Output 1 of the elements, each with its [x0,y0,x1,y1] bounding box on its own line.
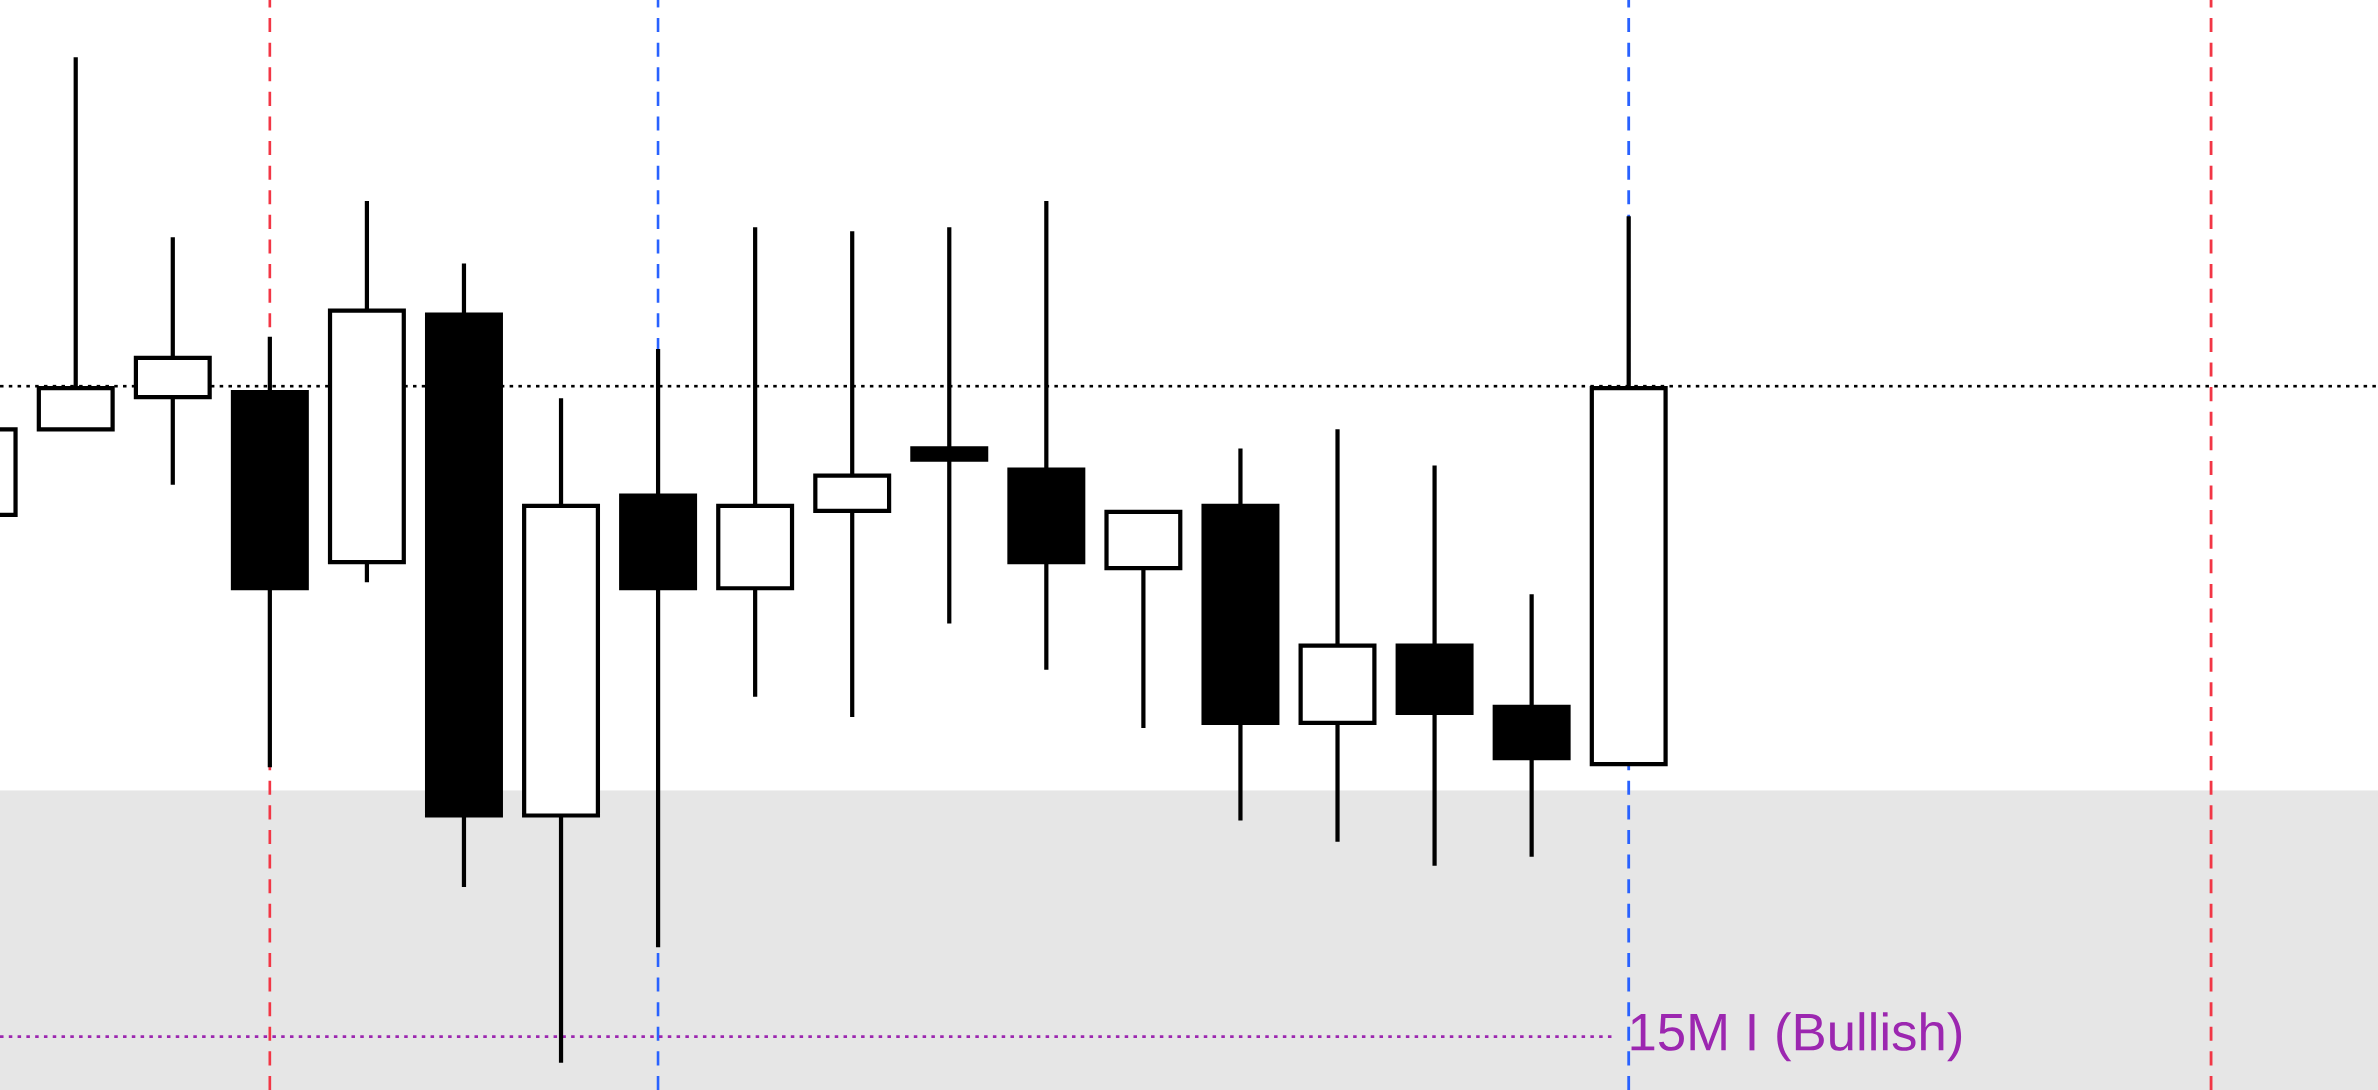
ref-line-label: 15M I (Bullish) [1631,1012,1962,1062]
